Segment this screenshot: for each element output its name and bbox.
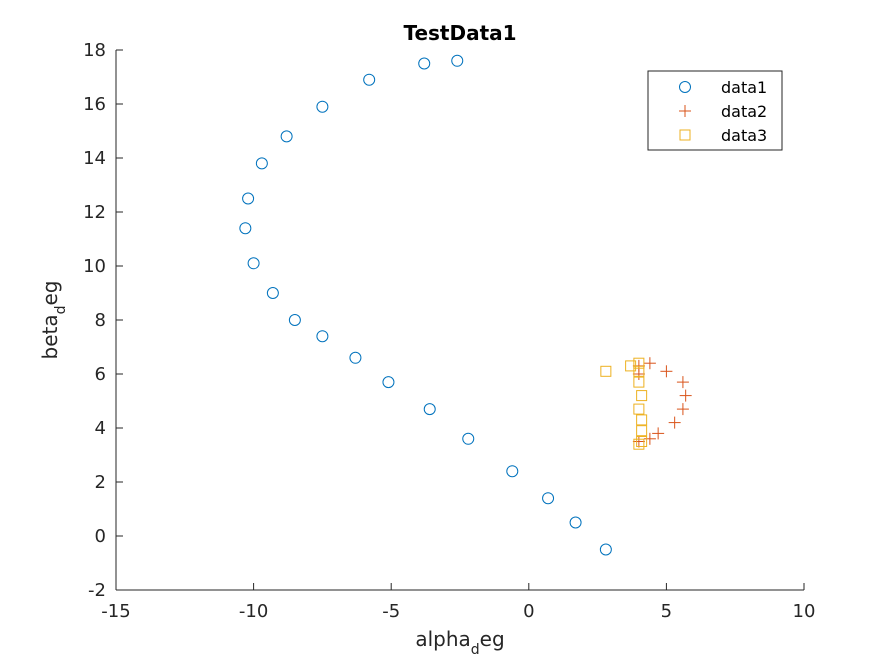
data2-point xyxy=(632,435,645,448)
legend-box xyxy=(647,70,783,151)
legend-label-data1: data1 xyxy=(721,78,767,97)
y-tick-label: -2 xyxy=(88,580,106,601)
legend-marker-data3 xyxy=(679,129,691,141)
data3-point xyxy=(636,425,648,437)
data3-point xyxy=(636,414,648,426)
x-tick-label: 5 xyxy=(661,601,672,622)
data2-point xyxy=(632,368,645,380)
data1-point xyxy=(316,330,329,343)
data2-point xyxy=(679,389,692,402)
y-tick-label: 4 xyxy=(95,418,106,439)
x-tick-label: 10 xyxy=(793,601,816,622)
data2-point xyxy=(660,365,673,378)
x-tick-label: -5 xyxy=(382,601,400,622)
data3-point xyxy=(636,436,648,447)
x-tick-label: -15 xyxy=(101,601,130,622)
y-axis-title: betadeg xyxy=(38,281,69,360)
legend-marker-data2 xyxy=(679,105,691,117)
y-tick-label: 0 xyxy=(95,526,106,547)
y-tick-label: 8 xyxy=(95,310,106,331)
y-axis-title-subscript: d xyxy=(53,306,69,315)
y-tick-label: 18 xyxy=(83,40,106,61)
data3-point xyxy=(625,360,637,372)
data3-point xyxy=(633,376,645,388)
legend-label-data2: data2 xyxy=(721,102,767,121)
x-axis-title-rest: eg xyxy=(480,627,505,651)
x-ticks: -15 -10 -5 0 5 10 xyxy=(101,583,815,622)
data1-point xyxy=(255,157,268,170)
y-axis-title-rest: eg xyxy=(38,281,62,306)
legend: data1 data2 data3 xyxy=(647,70,783,151)
data1-point xyxy=(423,403,436,416)
data3-point xyxy=(600,365,612,377)
data1-point xyxy=(599,543,612,556)
series-data1 xyxy=(239,54,612,556)
data3-point xyxy=(636,390,648,402)
x-tick-label: 0 xyxy=(523,601,534,622)
data2-point xyxy=(676,403,689,416)
data1-point xyxy=(542,492,555,505)
x-axis-title: alphadeg xyxy=(415,627,504,658)
y-tick-label: 16 xyxy=(83,94,106,115)
chart-title: TestData1 xyxy=(403,21,516,45)
data1-point xyxy=(288,314,301,326)
data3-point xyxy=(633,357,645,369)
data2-point xyxy=(643,357,656,370)
y-axis-title-base: beta xyxy=(38,314,62,359)
data3-point xyxy=(633,438,645,450)
data-markers xyxy=(239,54,692,556)
x-axis-title-subscript: d xyxy=(471,642,480,658)
data1-point xyxy=(451,54,464,67)
legend-label-data3: data3 xyxy=(721,126,767,145)
data2-point xyxy=(676,376,689,389)
legend-marker-data1 xyxy=(679,81,691,93)
data2-point xyxy=(643,432,656,445)
data1-point xyxy=(418,57,431,70)
data1-point xyxy=(247,257,260,270)
data1-point xyxy=(242,192,255,205)
data1-point xyxy=(462,432,475,445)
series-data3 xyxy=(600,357,648,450)
y-tick-label: 2 xyxy=(95,472,106,493)
x-axis-title-base: alpha xyxy=(415,627,470,651)
data1-point xyxy=(569,516,582,529)
y-tick-label: 10 xyxy=(83,256,106,277)
data2-point xyxy=(668,416,681,429)
data1-point xyxy=(363,73,376,86)
data1-point xyxy=(506,465,519,478)
data1-point xyxy=(266,287,279,299)
data1-point xyxy=(316,100,329,113)
x-tick-label: -10 xyxy=(239,601,268,622)
data3-point xyxy=(633,403,645,415)
y-tick-label: 12 xyxy=(83,202,106,223)
y-tick-label: 14 xyxy=(83,148,106,169)
data1-point xyxy=(349,351,362,364)
data1-point xyxy=(239,222,252,235)
y-ticks: -2 0 2 4 6 8 10 12 14 16 18 xyxy=(83,40,123,601)
data1-point xyxy=(280,130,293,143)
data2-point xyxy=(652,427,665,440)
y-tick-label: 6 xyxy=(95,364,106,385)
data1-point xyxy=(382,376,395,389)
